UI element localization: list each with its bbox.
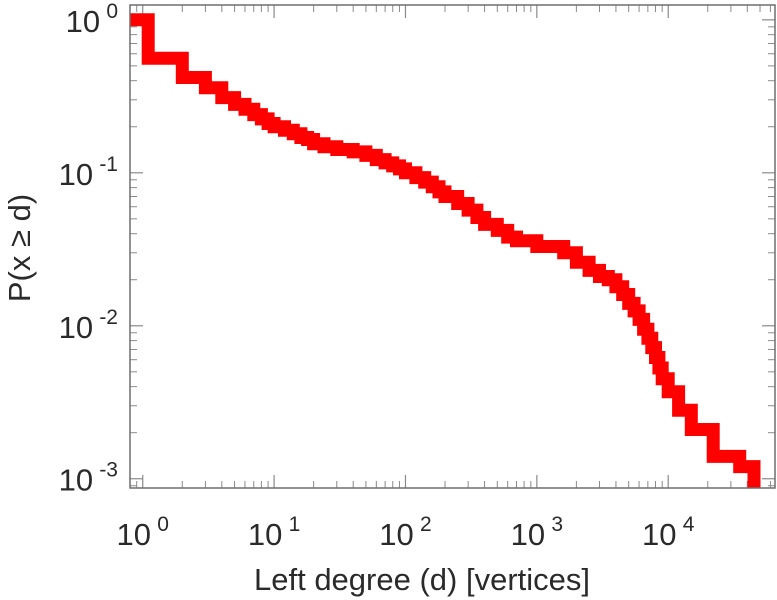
x-tick-label-base: 10 (248, 517, 289, 552)
x-tick-label-base: 10 (511, 517, 552, 552)
x-tick-label: 10 1 (248, 513, 300, 552)
ccdf-step-line-0 (130, 13, 761, 488)
plot-frame (129, 4, 776, 489)
y-tick-label: 10 -1 (59, 153, 118, 192)
x-tick-label: 10 2 (379, 513, 431, 552)
y-tick-label-exponent: -2 (99, 306, 118, 329)
y-tick-label-base: 10 (59, 463, 100, 498)
x-tick-label-base: 10 (379, 517, 420, 552)
x-tick-label-base: 10 (117, 517, 158, 552)
y-tick-label: 10 -3 (59, 459, 118, 498)
y-tick-label-exponent: 0 (106, 0, 118, 23)
x-tick-label-exponent: 3 (551, 513, 563, 536)
x-tick-label: 10 0 (117, 513, 169, 552)
y-tick-label-exponent: -1 (99, 153, 118, 176)
y-tick-labels: 10 010 -110 -210 -3 (59, 0, 118, 498)
x-axis-title: Left degree (d) [vertices] (254, 562, 590, 597)
x-tick-label-exponent: 1 (289, 513, 301, 536)
y-tick-label-exponent: -3 (99, 459, 118, 482)
x-tick-label: 10 4 (642, 513, 695, 552)
y-tick-label: 10 0 (66, 0, 118, 39)
y-tick-label: 10 -2 (59, 306, 118, 345)
x-tick-label: 10 3 (511, 513, 563, 552)
x-tick-label-exponent: 4 (683, 513, 695, 536)
y-tick-label-base: 10 (59, 310, 100, 345)
x-tick-labels: 10 0 10 1 10 2 10 3 10 4 (117, 513, 695, 552)
series-layer (130, 13, 761, 488)
y-tick-label-base: 10 (59, 157, 100, 192)
x-tick-label-base: 10 (642, 517, 683, 552)
x-tick-label-exponent: 0 (157, 513, 169, 536)
y-axis-title: P(x ≥ d) (2, 194, 37, 302)
y-tick-label-base: 10 (66, 4, 107, 39)
x-tick-label-exponent: 2 (420, 513, 432, 536)
